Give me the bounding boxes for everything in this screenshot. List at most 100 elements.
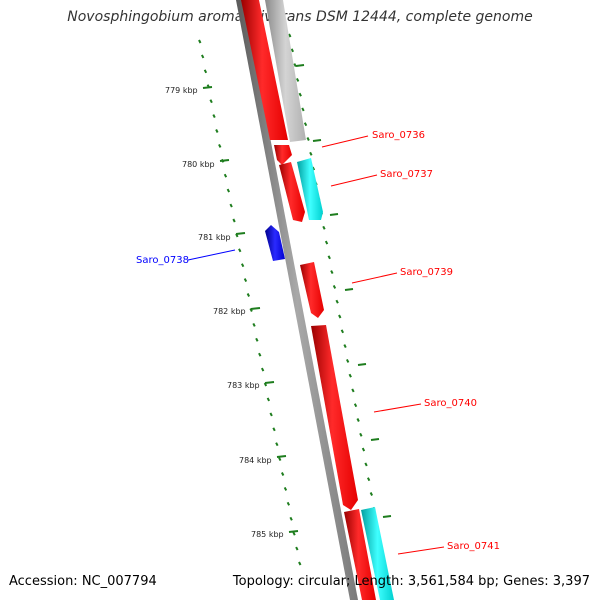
- leader-saro-0738: [187, 249, 236, 261]
- tick-ruler-inner: [198, 39, 302, 566]
- tick-label-784: 784 kbp: [239, 456, 272, 465]
- inner-ruler-minor-tick: [212, 114, 216, 119]
- inner-ruler-minor-tick: [269, 412, 273, 417]
- inner-ruler-minor-tick: [203, 69, 208, 74]
- inner-ruler-minor-tick: [275, 442, 279, 447]
- tick-label-782: 782 kbp: [213, 307, 246, 316]
- inner-ruler-minor-tick: [198, 39, 202, 44]
- tick-major-782: 782 kbp: [213, 307, 261, 316]
- leader-saro-0741: [397, 546, 445, 555]
- inner-ruler-minor-tick: [283, 486, 288, 491]
- tick-major-780: 780 kbp: [182, 159, 230, 169]
- gene-label-saro-0737[interactable]: Saro_0737: [380, 169, 433, 180]
- gene-saro-0738[interactable]: [265, 225, 285, 261]
- outer-ruler-major-tick: [357, 363, 367, 366]
- leader-saro-0740: [373, 403, 422, 413]
- outer-ruler-minor-tick: [346, 358, 350, 363]
- outer-ruler-minor-tick: [343, 344, 347, 349]
- inner-ruler-minor-tick: [252, 322, 256, 327]
- outer-ruler-major-tick: [295, 64, 305, 67]
- outer-ruler-minor-tick: [296, 77, 300, 82]
- tick-major-783: 783 kbp: [227, 381, 275, 390]
- inner-ruler-minor-tick: [266, 397, 270, 402]
- outer-ruler-minor-tick: [303, 122, 308, 127]
- gene-label-saro-0739[interactable]: Saro_0739: [400, 267, 453, 278]
- gene-saro-0739[interactable]: [300, 262, 324, 318]
- tick-major-779: 779 kbp: [165, 86, 213, 95]
- inner-ruler-minor-tick: [229, 203, 233, 208]
- feature-upstream-gray[interactable]: [265, 0, 306, 142]
- topology-summary-text: Topology: circular; Length: 3,561,584 bp…: [232, 574, 590, 589]
- inner-ruler-minor-tick: [249, 308, 253, 312]
- inner-ruler-minor-tick: [281, 472, 285, 476]
- outer-ruler-minor-tick: [290, 48, 294, 53]
- gene-saro-0737[interactable]: [279, 162, 305, 222]
- inner-ruler-minor-tick: [223, 173, 228, 178]
- tick-major-785: 785 kbp: [251, 530, 299, 539]
- inner-ruler-minor-tick: [232, 218, 236, 223]
- inner-ruler-minor-tick: [226, 188, 230, 193]
- outer-ruler-minor-tick: [348, 373, 352, 378]
- outer-ruler-minor-tick: [351, 388, 355, 393]
- outer-ruler-minor-tick: [293, 63, 297, 68]
- outer-ruler-major-tick: [382, 515, 392, 518]
- gene-label-saro-0741[interactable]: Saro_0741: [447, 541, 500, 552]
- outer-ruler-minor-tick: [335, 299, 339, 304]
- outer-ruler-minor-tick: [306, 137, 310, 141]
- tick-label-779: 779 kbp: [165, 86, 198, 95]
- outer-ruler-minor-tick: [364, 462, 368, 467]
- inner-ruler-minor-tick: [272, 427, 276, 432]
- inner-ruler-minor-tick: [261, 367, 265, 372]
- outer-ruler-minor-tick: [340, 329, 344, 334]
- inner-ruler-minor-tick: [263, 382, 268, 387]
- outer-ruler-minor-tick: [288, 33, 292, 38]
- outer-ruler-minor-tick: [298, 92, 302, 97]
- outer-ruler-minor-tick: [361, 447, 366, 452]
- outer-ruler-major-tick: [344, 288, 354, 291]
- inner-ruler-minor-tick: [295, 546, 299, 551]
- inner-ruler-minor-tick: [209, 99, 213, 104]
- outer-ruler-minor-tick: [309, 151, 313, 156]
- gene-saro-0741[interactable]: [344, 509, 376, 600]
- tick-label-781: 781 kbp: [198, 233, 231, 242]
- inner-ruler-minor-tick: [215, 129, 219, 133]
- gene-label-saro-0738[interactable]: Saro_0738: [136, 255, 189, 266]
- feature-saro-0741-cds[interactable]: [361, 507, 394, 600]
- feature-saro-0737-cds[interactable]: [297, 158, 323, 220]
- inner-ruler-minor-tick: [241, 263, 245, 268]
- gene-label-saro-0736[interactable]: Saro_0736: [372, 130, 425, 141]
- outer-ruler-minor-tick: [330, 270, 334, 275]
- outer-ruler-major-tick: [370, 438, 380, 441]
- outer-ruler-minor-tick: [356, 418, 360, 422]
- leader-saro-0736: [321, 135, 369, 148]
- outer-ruler-minor-tick: [322, 225, 326, 230]
- tick-major-781: 781 kbp: [198, 232, 246, 242]
- inner-ruler-minor-tick: [201, 54, 205, 59]
- tick-label-785: 785 kbp: [251, 530, 284, 539]
- outer-ruler-minor-tick: [367, 477, 371, 482]
- tick-label-783: 783 kbp: [227, 381, 260, 390]
- inner-ruler-minor-tick: [292, 531, 296, 536]
- genome-backbone: [236, 0, 358, 600]
- inner-ruler-minor-tick: [243, 278, 248, 283]
- outer-ruler-minor-tick: [353, 403, 358, 408]
- inner-ruler-minor-tick: [238, 248, 242, 253]
- inner-ruler-minor-tick: [218, 143, 222, 148]
- gene-saro-0736[interactable]: [274, 145, 292, 165]
- inner-ruler-minor-tick: [246, 293, 250, 297]
- outer-ruler-minor-tick: [369, 492, 373, 496]
- gene-saro-0740[interactable]: [311, 325, 358, 510]
- outer-ruler-major-tick: [312, 139, 322, 142]
- inner-ruler-minor-tick: [286, 501, 290, 506]
- outer-ruler-minor-tick: [301, 107, 305, 112]
- outer-ruler-minor-tick: [327, 255, 331, 260]
- gene-label-saro-0740[interactable]: Saro_0740: [424, 398, 477, 409]
- outer-ruler-major-tick: [329, 213, 339, 216]
- outer-ruler-minor-tick: [359, 432, 363, 437]
- outer-ruler-minor-tick: [338, 314, 342, 319]
- inner-ruler-minor-tick: [298, 561, 302, 566]
- inner-ruler-minor-tick: [258, 352, 262, 357]
- gene-upstream-red[interactable]: [241, 0, 288, 140]
